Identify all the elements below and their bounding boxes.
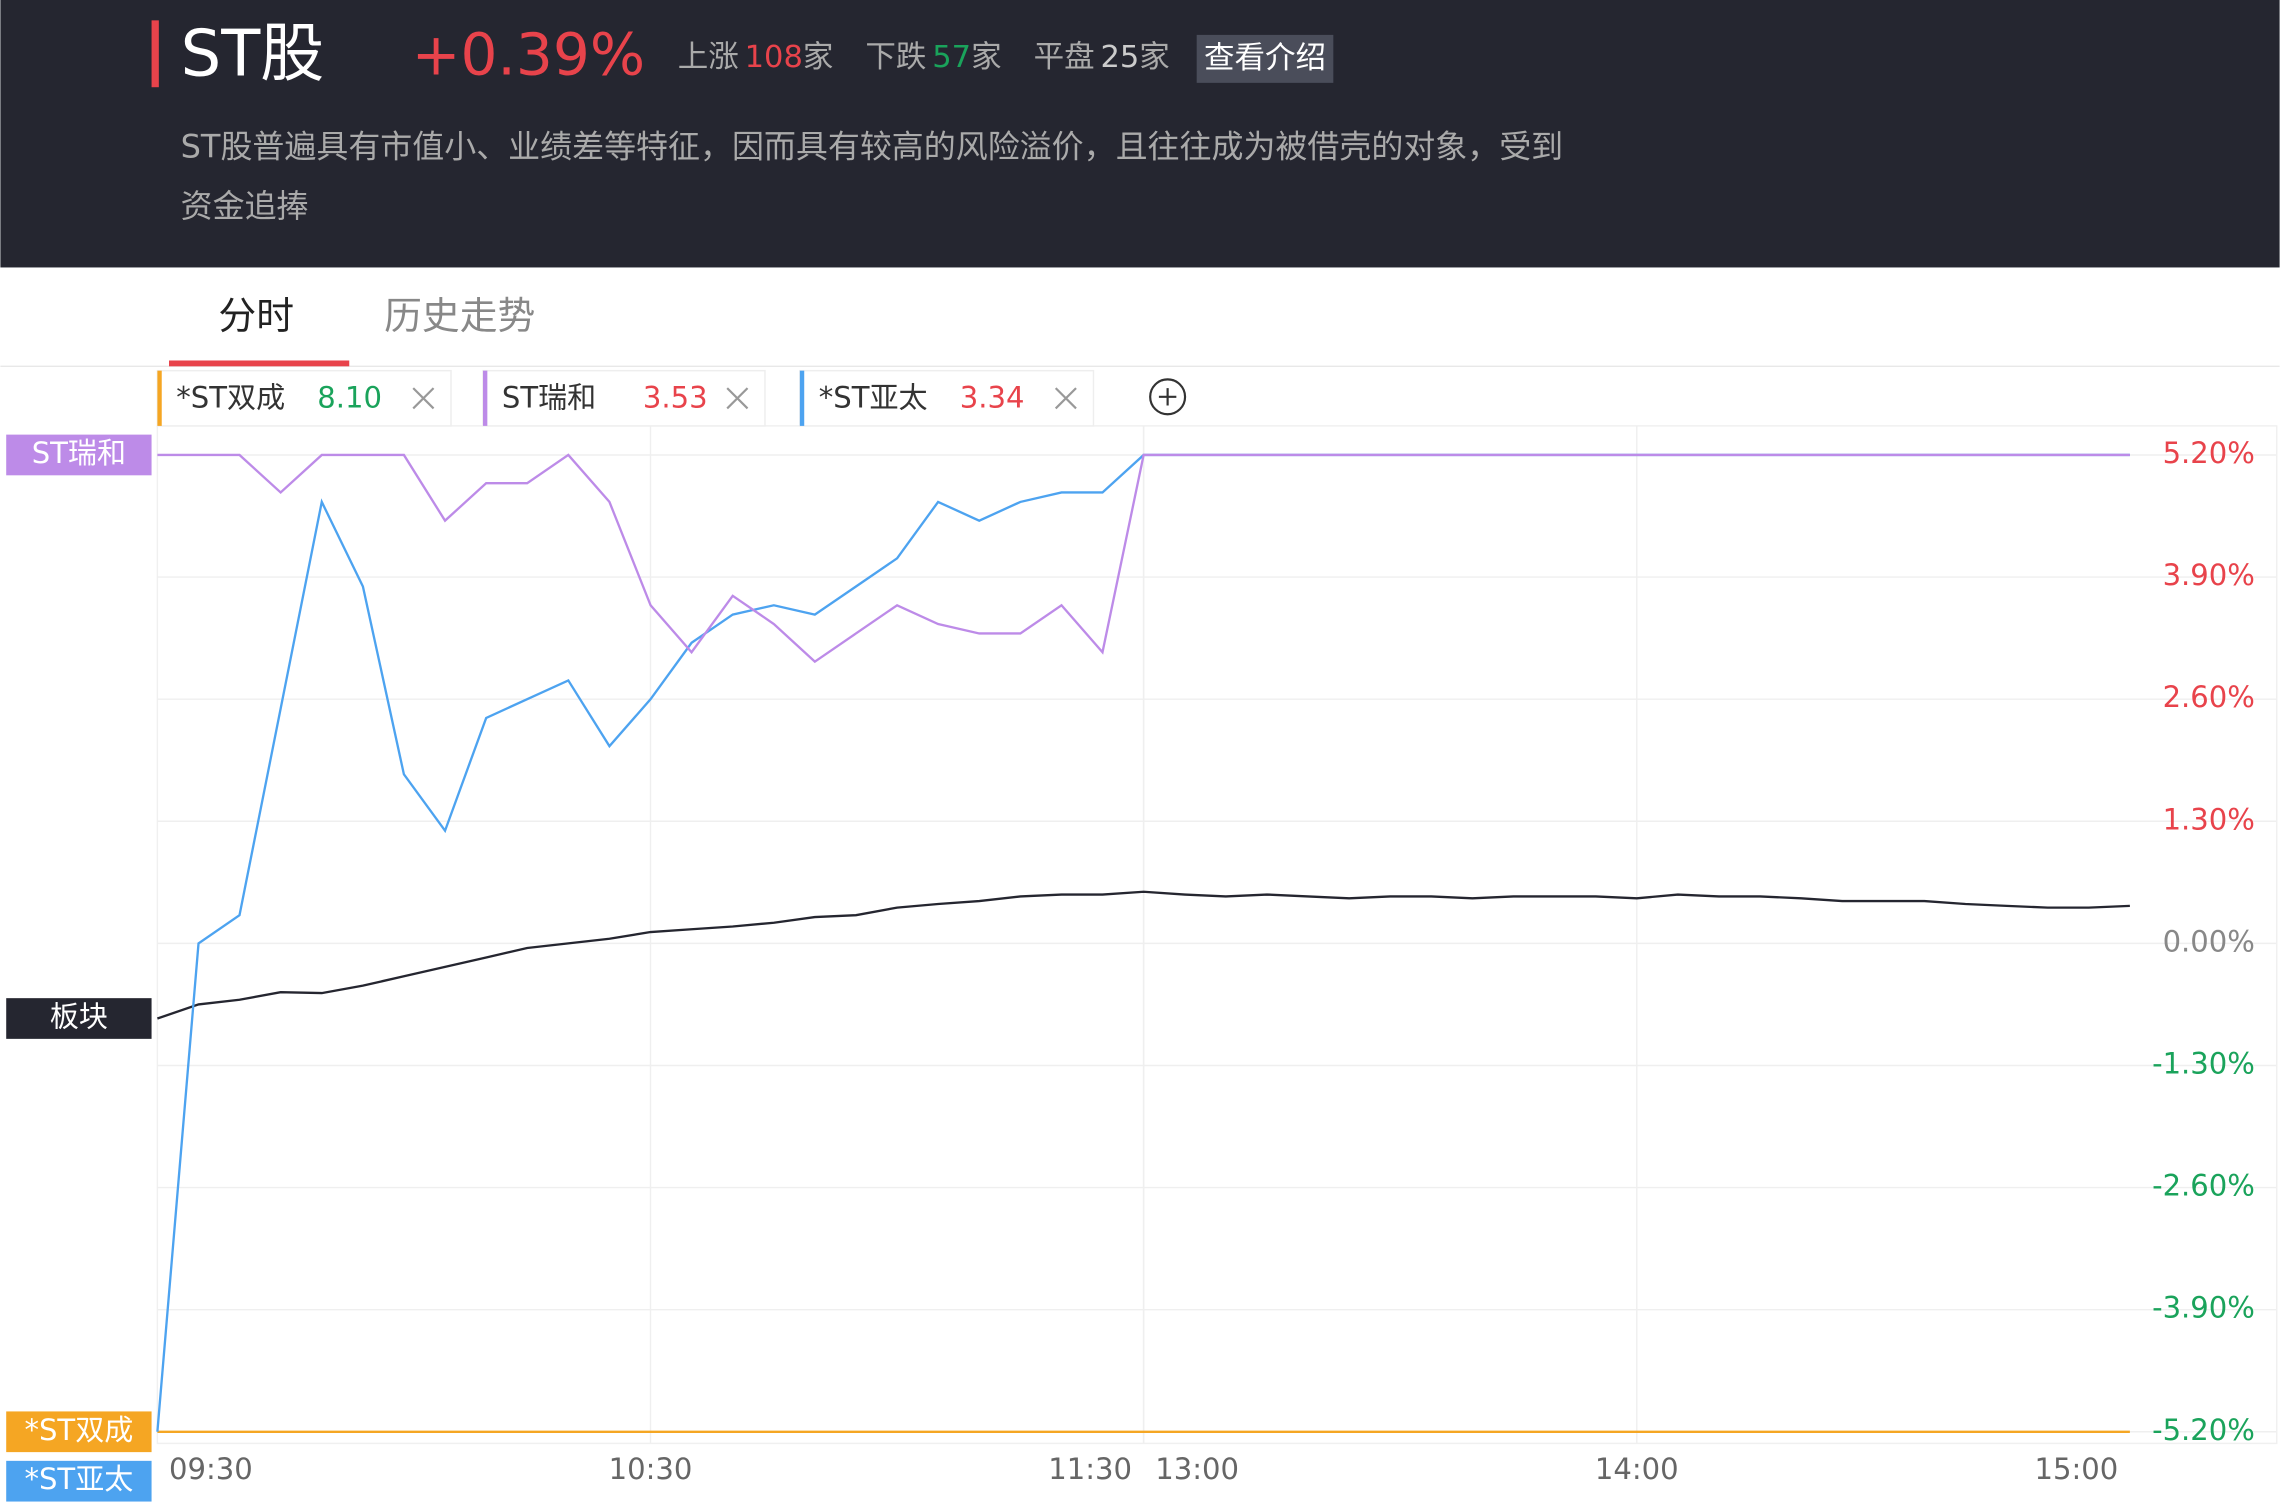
series-tag-bg — [6, 1460, 152, 1502]
series-tag-bg — [6, 998, 152, 1039]
stat-label: 下跌 — [865, 40, 926, 75]
chip-name: *ST亚太 — [819, 381, 928, 415]
description: ST股普遍具有市值小、业绩差等特征，因而具有较高的风险溢价，且往往成为被借壳的对… — [181, 127, 1564, 165]
chip-bg[interactable] — [156, 369, 452, 427]
series-line — [157, 453, 2130, 664]
chip-price: 3.53 — [643, 381, 708, 415]
stat-label: 平盘 — [1034, 40, 1095, 75]
chip-close[interactable] — [1054, 387, 1077, 410]
x-tick-label: 13:00 — [1155, 1452, 1239, 1486]
series-tag: ST瑞和 — [32, 436, 126, 470]
add-icon — [1158, 388, 1177, 406]
y-tick-label: -2.60% — [2152, 1169, 2255, 1203]
y-tick-label: 0.00% — [2163, 924, 2255, 958]
x-tick-label: 14:00 — [1595, 1452, 1679, 1486]
title: ST股 — [181, 18, 325, 92]
stats-text: 上涨 108家 下跌 57家 平盘 25家 — [678, 40, 1170, 75]
tab-underline — [169, 360, 350, 367]
y-tick-label: 3.90% — [2163, 558, 2255, 592]
series-tag: 板块 — [50, 1000, 108, 1034]
y-tick-label: -1.30% — [2152, 1046, 2255, 1080]
x-tick-label: 09:30 — [169, 1452, 253, 1486]
stats: 上涨 108家 下跌 57家 平盘 25家 — [678, 40, 1170, 75]
series-tag-bg — [6, 1411, 152, 1453]
chip-price: 8.10 — [317, 381, 382, 415]
description: 资金追捧 — [181, 187, 309, 225]
intro-button[interactable]: 查看介绍 — [1204, 41, 1326, 76]
stat-count: 57 — [932, 40, 971, 75]
lines — [156, 453, 2130, 1433]
y-tick-label: 2.60% — [2163, 680, 2255, 714]
add-button[interactable] — [1149, 378, 1187, 416]
chip-accent — [482, 370, 488, 426]
title-accent — [151, 20, 159, 88]
chip-name: *ST双成 — [176, 381, 285, 415]
series-line — [157, 890, 2130, 1020]
stat-unit: 家 — [803, 40, 834, 75]
chip-accent — [799, 370, 805, 426]
header-bg — [0, 0, 2280, 268]
chip-accent — [157, 370, 162, 426]
chip-close[interactable] — [412, 387, 435, 410]
chip-bg[interactable] — [482, 369, 766, 427]
stat-unit: 家 — [971, 40, 1002, 75]
stat-label: 上涨 — [678, 40, 739, 75]
y-tick-label: -3.90% — [2152, 1291, 2255, 1325]
y-tick-label: 1.30% — [2163, 802, 2255, 836]
y-tick-label: 5.20% — [2163, 436, 2255, 470]
x-tick-label: 10:30 — [609, 1452, 693, 1486]
chips: *ST双成 8.10 ST瑞和 3.53 *ST亚太 3.34 — [156, 369, 1095, 427]
stat-count: 25 — [1100, 40, 1139, 75]
chip-price: 3.34 — [960, 381, 1025, 415]
chip-close[interactable] — [726, 387, 749, 410]
series-tag: *ST双成 — [24, 1413, 133, 1447]
stat-unit: 家 — [1139, 40, 1170, 75]
series-tag: *ST亚太 — [24, 1462, 133, 1496]
intro-button-bg[interactable] — [1196, 34, 1334, 83]
x-tick-label: 15:00 — [2034, 1452, 2118, 1486]
stat-count: 108 — [745, 40, 803, 75]
chip-name: ST瑞和 — [502, 381, 596, 415]
tab[interactable]: 历史走势 — [384, 294, 535, 338]
series-tag-bg — [6, 434, 152, 476]
plot-frame — [156, 425, 2278, 1445]
change: +0.39% — [412, 20, 645, 88]
grid: 5.20% 3.90% 2.60% 1.30% 0.00% -1.30% -2.60% -3.… — [156, 425, 2278, 1486]
tab-active[interactable]: 分时 — [218, 294, 294, 338]
y-tick-label: -5.20% — [2152, 1413, 2255, 1447]
x-tick-label: 11:30 — [1048, 1452, 1132, 1486]
